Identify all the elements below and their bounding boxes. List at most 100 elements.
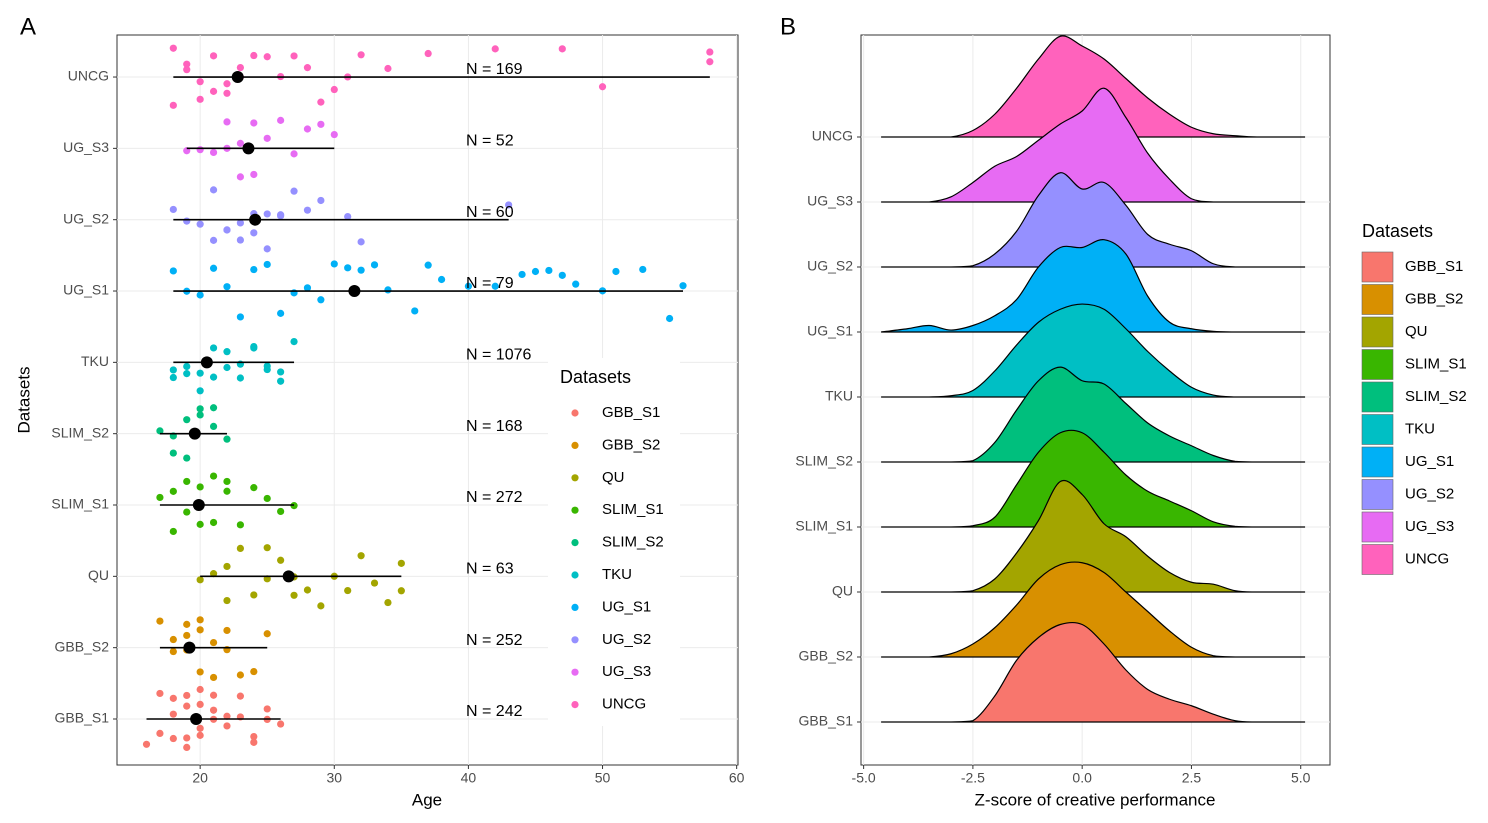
age-point	[250, 342, 258, 351]
age-point	[236, 544, 244, 552]
age-point	[290, 187, 298, 195]
legend-swatch	[571, 474, 579, 482]
age-point	[209, 87, 218, 95]
age-point	[209, 404, 218, 412]
age-point	[183, 508, 191, 516]
x-tick-label: 30	[326, 770, 342, 786]
age-point	[639, 265, 647, 274]
legend-label: UNCG	[602, 696, 646, 713]
age-point	[317, 602, 325, 610]
x-tick-label: 0.0	[1072, 770, 1092, 786]
age-point	[183, 362, 191, 371]
y-tick-label: UG_S2	[807, 258, 853, 274]
age-point	[169, 527, 177, 536]
age-point	[196, 731, 204, 739]
mean-point	[282, 570, 295, 583]
age-point	[277, 368, 285, 376]
age-point	[545, 266, 553, 275]
x-tick-label: 60	[729, 770, 745, 786]
age-point	[169, 710, 177, 718]
age-point	[558, 271, 566, 279]
panel-tag: B	[780, 13, 796, 40]
age-point	[330, 85, 338, 94]
age-point	[250, 170, 258, 179]
age-point	[384, 598, 392, 607]
age-point	[209, 344, 218, 352]
age-point	[250, 738, 258, 746]
age-point	[156, 493, 164, 502]
age-point	[169, 267, 177, 275]
age-point	[277, 556, 285, 564]
mean-point	[200, 356, 213, 369]
age-point	[209, 691, 218, 699]
age-point	[223, 363, 231, 372]
age-point	[250, 119, 258, 127]
age-point	[424, 261, 432, 269]
age-point	[196, 78, 204, 86]
y-tick-label: UNCG	[68, 68, 109, 84]
legend-label: TKU	[1405, 420, 1435, 437]
y-tick-label: SLIM_S1	[795, 518, 853, 534]
age-point	[209, 373, 218, 381]
legend-label: GBB_S2	[602, 436, 660, 453]
n-label: N = 1076	[466, 347, 531, 364]
age-point	[196, 700, 204, 709]
age-point	[317, 120, 325, 128]
age-point	[169, 44, 177, 52]
mean-point	[190, 713, 203, 725]
age-point	[156, 689, 164, 698]
mean-point	[242, 142, 255, 155]
n-label: N = 272	[466, 489, 523, 506]
age-point	[598, 83, 607, 91]
legend-label: GBB_S1	[1405, 258, 1463, 275]
y-tick-label: UG_S3	[63, 139, 109, 155]
density-ridge	[881, 366, 1306, 463]
density-ridge	[881, 429, 1306, 528]
age-point	[223, 118, 231, 126]
y-tick-label: TKU	[81, 353, 109, 369]
age-point	[290, 338, 298, 346]
age-point	[169, 487, 177, 495]
age-point	[706, 48, 714, 56]
age-point	[277, 116, 285, 124]
age-point	[223, 89, 231, 97]
legend-title: Datasets	[560, 367, 631, 387]
age-point	[236, 313, 244, 321]
age-point	[250, 51, 258, 60]
age-point	[196, 685, 204, 694]
y-axis-title: Datasets	[14, 366, 33, 433]
age-point	[303, 284, 312, 292]
legend-label: QU	[1405, 323, 1428, 340]
y-tick-label: UG_S3	[807, 193, 853, 209]
age-point	[370, 579, 379, 587]
age-point	[169, 205, 177, 214]
legend-label: SLIM_S2	[602, 534, 664, 551]
age-point	[665, 314, 674, 323]
age-point	[169, 366, 177, 374]
age-point	[196, 616, 204, 624]
age-point	[397, 559, 405, 567]
legend-swatch	[571, 506, 579, 514]
age-point	[250, 667, 258, 676]
x-tick-label: 2.5	[1182, 770, 1202, 786]
legend-swatch	[1361, 446, 1394, 478]
age-point	[411, 307, 419, 315]
age-point	[169, 373, 177, 382]
legend-swatch	[571, 571, 579, 579]
age-point	[209, 518, 218, 527]
age-point	[330, 260, 338, 268]
density-ridge	[881, 239, 1306, 333]
age-point	[491, 282, 499, 290]
age-point	[196, 95, 204, 103]
age-point	[384, 286, 392, 294]
legend-swatch	[1361, 414, 1394, 445]
age-point	[209, 236, 218, 244]
age-point	[209, 673, 218, 682]
n-label: N = 52	[466, 133, 514, 150]
mean-point	[249, 213, 262, 226]
age-point	[612, 267, 620, 276]
age-point	[236, 219, 244, 227]
age-point	[183, 734, 191, 742]
age-point	[142, 740, 151, 748]
legend-box	[548, 358, 680, 726]
